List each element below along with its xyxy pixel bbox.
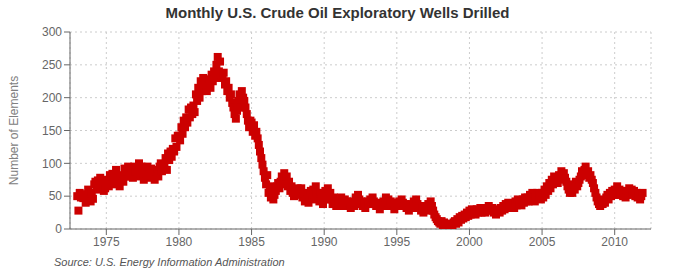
svg-text:300: 300	[42, 26, 62, 39]
html-text:Source: U.S. Energy Informatio: Source: U.S. Energy Information Administ…	[54, 256, 285, 268]
svg-text:2010: 2010	[601, 235, 628, 249]
svg-text:50: 50	[49, 189, 63, 203]
html-text:Monthly U.S. Crude Oil Explora: Monthly U.S. Crude Oil Exploratory Wells…	[165, 4, 510, 21]
svg-text:250: 250	[42, 58, 62, 72]
svg-text:1995: 1995	[383, 235, 410, 249]
svg-text:2005: 2005	[529, 235, 556, 249]
svg-text:0: 0	[55, 222, 62, 236]
svg-text:100: 100	[42, 157, 62, 171]
svg-text:150: 150	[42, 124, 62, 138]
svg-text:200: 200	[42, 91, 62, 105]
svg-text:2000: 2000	[456, 235, 483, 249]
svg-text:1985: 1985	[238, 235, 265, 249]
svg-text:1980: 1980	[166, 235, 193, 249]
svg-text:1990: 1990	[311, 235, 338, 249]
svg-text:Number of Elements: Number of Elements	[8, 76, 21, 185]
svg-text:1975: 1975	[93, 235, 120, 249]
